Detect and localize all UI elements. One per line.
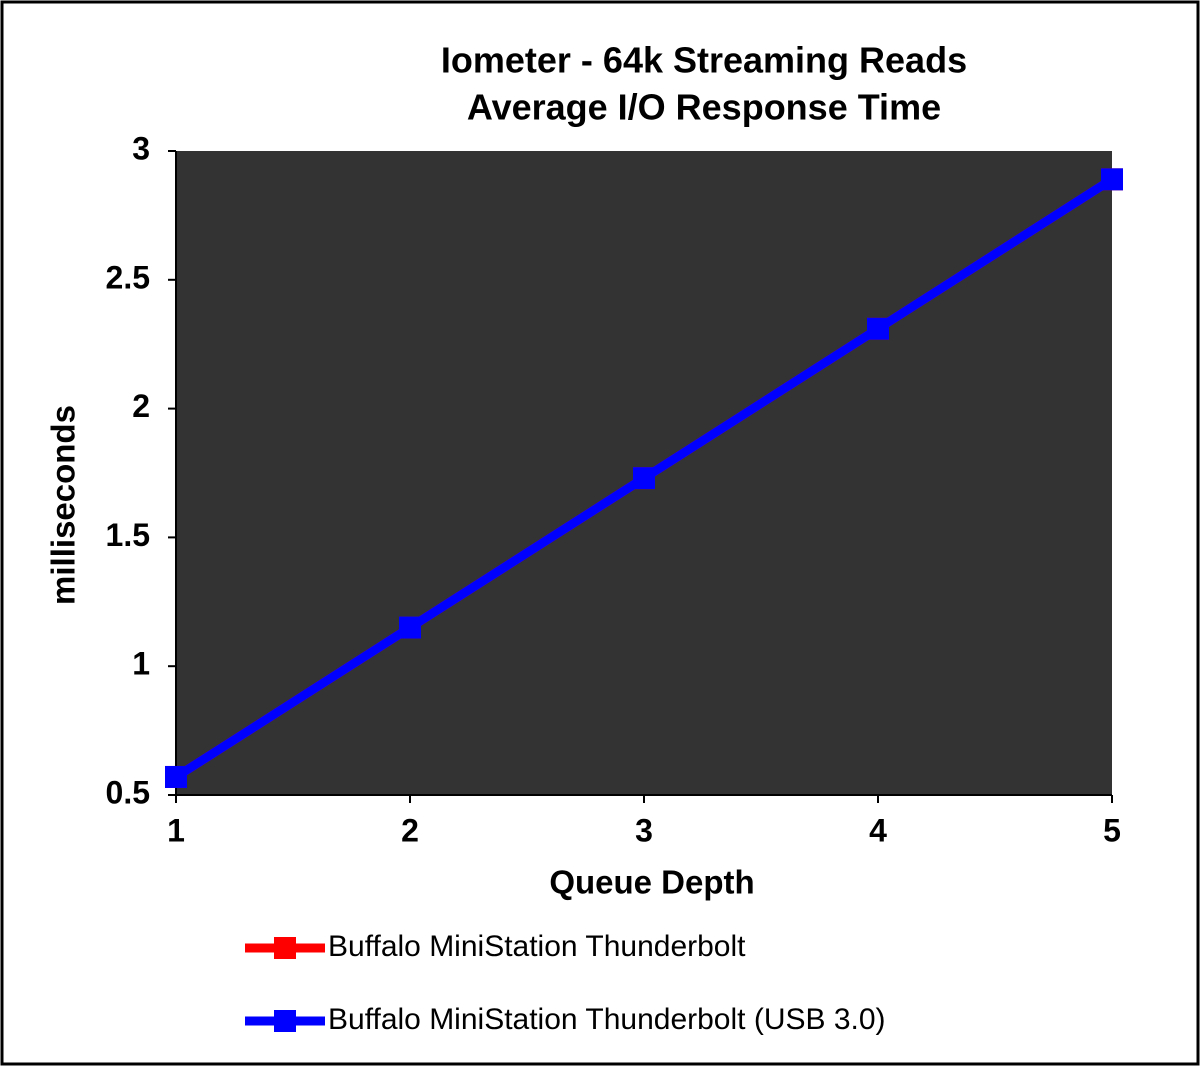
x-tick-label: 2 xyxy=(401,812,419,848)
x-axis-label: Queue Depth xyxy=(549,864,754,901)
series-marker xyxy=(165,765,187,788)
y-tick-label: 2 xyxy=(132,388,150,424)
y-axis-label: milliseconds xyxy=(45,405,82,605)
series-marker xyxy=(633,467,655,490)
y-tick-label: 1.5 xyxy=(106,517,150,553)
x-tick-label: 3 xyxy=(635,812,653,848)
legend-marker xyxy=(274,937,296,959)
series-marker xyxy=(1101,168,1123,191)
y-tick-label: 2.5 xyxy=(106,259,150,295)
y-tick-label: 0.5 xyxy=(106,774,150,810)
series-marker xyxy=(867,317,889,340)
y-tick-label: 3 xyxy=(132,130,150,166)
legend-marker xyxy=(274,1010,296,1032)
legend-label: Buffalo MiniStation Thunderbolt (USB 3.0… xyxy=(328,1003,886,1036)
legend-label: Buffalo MiniStation Thunderbolt xyxy=(328,930,746,963)
chart-title: Iometer - 64k Streaming Reads xyxy=(441,40,967,81)
x-tick-label: 1 xyxy=(167,812,185,848)
series-marker xyxy=(399,616,421,639)
chart-subtitle: Average I/O Response Time xyxy=(467,87,941,128)
x-tick-label: 5 xyxy=(1103,812,1121,848)
y-tick-label: 1 xyxy=(132,646,150,682)
x-tick-label: 4 xyxy=(869,812,887,848)
